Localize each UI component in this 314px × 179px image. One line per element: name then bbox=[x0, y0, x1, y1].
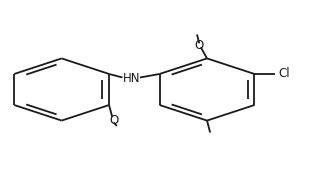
Text: Cl: Cl bbox=[278, 67, 290, 80]
Text: HN: HN bbox=[122, 72, 140, 85]
Text: O: O bbox=[195, 39, 204, 52]
Text: O: O bbox=[109, 114, 118, 127]
